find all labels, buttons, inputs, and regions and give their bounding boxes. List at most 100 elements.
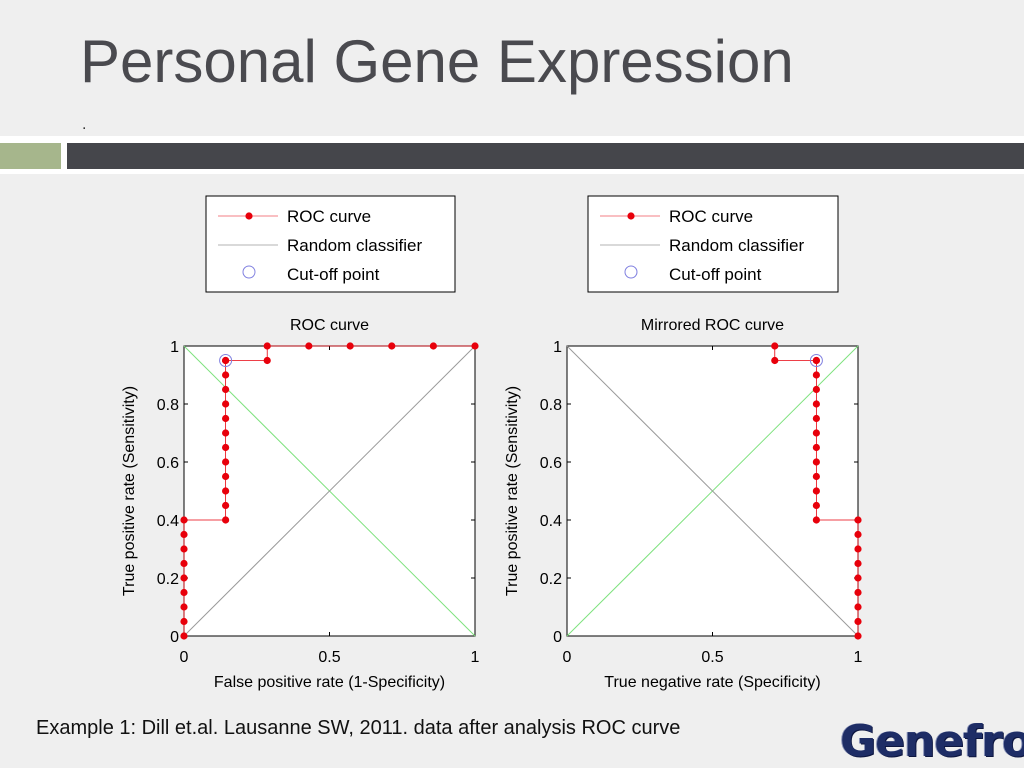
roc-point: [222, 472, 230, 481]
x-tick-label: 1: [854, 649, 863, 666]
roc-point: [812, 414, 820, 423]
y-tick-label: 0: [553, 629, 562, 646]
cutoff-point: [219, 354, 233, 367]
slide-caption: Example 1: Dill et.al. Lausanne SW, 2011…: [36, 717, 681, 739]
chart-2: Mirrored ROC curve 0 0.5 1 0 0.2 0.4 0.6 0.8 1 Tru…: [504, 195, 863, 691]
x-axis-label: True negative rate (Specificity): [604, 674, 820, 691]
legend-entry-label: Random classifier: [287, 236, 422, 255]
y-tick-label: 0.4: [540, 513, 562, 530]
header-accent-dark: [67, 143, 1024, 169]
roc-point: [812, 400, 820, 408]
chart-1: ROC curve 0 0.5 1 0 0.2 0.4 0.6 0.8 1 False positi…: [121, 195, 480, 691]
roc-point: [222, 356, 230, 365]
roc-curve-line: [183, 345, 475, 636]
brand-logo: Genefron: [840, 716, 1024, 767]
y-tick-label: 0: [170, 629, 179, 646]
roc-point: [180, 559, 188, 568]
roc-point: [854, 574, 862, 582]
legend-entry-label: Random classifier: [669, 236, 804, 255]
roc-point: [812, 516, 820, 524]
legend-cutoff-marker: [242, 265, 256, 279]
roc-point: [263, 342, 271, 350]
roc-point: [222, 458, 230, 466]
y-tick-label: 0.2: [157, 571, 179, 588]
roc-point: [771, 356, 779, 365]
roc-point: [180, 530, 188, 539]
legend-entry-label: Cut-off point: [669, 265, 762, 284]
roc-point: [812, 429, 820, 437]
roc-point: [854, 559, 862, 568]
x-tick-label: 0.5: [318, 649, 340, 666]
roc-point: [812, 443, 820, 452]
roc-point: [180, 603, 188, 611]
roc-point: [471, 342, 479, 350]
slide-title: Personal Gene Expression: [80, 28, 794, 95]
y-tick-label: 0.8: [540, 397, 562, 414]
x-tick-label: 0.5: [701, 649, 723, 666]
x-tick-label: 0: [180, 649, 189, 666]
roc-point: [346, 342, 354, 350]
roc-point: [812, 371, 820, 379]
x-tick-label: 0: [563, 649, 572, 666]
roc-point: [222, 501, 230, 510]
legend-box: [587, 195, 839, 293]
roc-point: [222, 487, 230, 495]
random-classifier-line: [566, 345, 859, 637]
y-tick-label: 0.4: [157, 513, 179, 530]
roc-point: [812, 472, 820, 481]
roc-point: [222, 516, 230, 524]
legend-entry-label: ROC curve: [287, 207, 371, 226]
roc-point: [222, 443, 230, 452]
chart-title: ROC curve: [290, 317, 369, 334]
roc-point: [854, 632, 862, 640]
y-tick-label: 1: [170, 339, 179, 356]
roc-point: [222, 400, 230, 408]
legend-entry-label: Cut-off point: [287, 265, 380, 284]
y-tick-label: 0.2: [540, 571, 562, 588]
roc-point: [812, 458, 820, 466]
legend-box: [205, 195, 456, 293]
roc-point: [854, 545, 862, 553]
chart-legend: ROC curve Random classifier Cut-off point: [587, 195, 839, 293]
roc-point: [180, 632, 188, 640]
roc-point: [180, 545, 188, 553]
roc-point: [263, 356, 271, 365]
roc-point: [854, 516, 862, 524]
roc-point: [812, 487, 820, 495]
y-tick-label: 0.6: [540, 455, 562, 472]
roc-point: [222, 414, 230, 423]
legend-entry-label: ROC curve: [669, 207, 753, 226]
y-axis-label: True positive rate (Sensitivity): [121, 386, 138, 596]
cutoff-point: [809, 354, 823, 367]
roc-point: [180, 588, 188, 597]
roc-point: [812, 385, 820, 394]
header-accent-green: [0, 143, 61, 169]
roc-point: [180, 574, 188, 582]
slide-subtitle: .: [82, 116, 87, 133]
roc-point: [812, 501, 820, 510]
y-axis-label: True positive rate (Sensitivity): [504, 386, 521, 596]
roc-point: [429, 342, 437, 350]
roc-point: [854, 617, 862, 626]
legend-roc-marker: [245, 212, 253, 220]
roc-point: [854, 530, 862, 539]
roc-point: [854, 603, 862, 611]
x-tick-label: 1: [471, 649, 480, 666]
roc-point: [854, 588, 862, 597]
y-tick-label: 1: [553, 339, 562, 356]
roc-point: [812, 356, 820, 365]
chart-title: Mirrored ROC curve: [641, 317, 784, 334]
roc-point: [180, 617, 188, 626]
roc-point: [305, 342, 313, 350]
y-tick-label: 0.8: [157, 397, 179, 414]
roc-point: [222, 429, 230, 437]
legend-cutoff-marker: [624, 265, 638, 279]
roc-point: [180, 516, 188, 524]
roc-point: [222, 371, 230, 379]
roc-point: [388, 342, 396, 350]
roc-point: [771, 342, 779, 350]
y-tick-label: 0.6: [157, 455, 179, 472]
roc-point: [222, 385, 230, 394]
x-axis-label: False positive rate (1-Specificity): [214, 674, 445, 691]
